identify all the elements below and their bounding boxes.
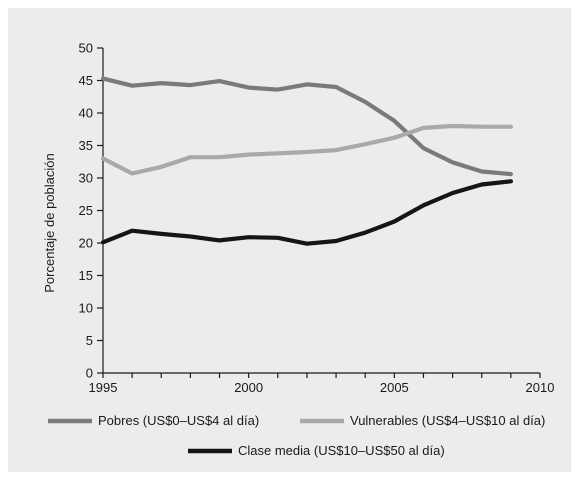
line-chart: 0 5 10 15 20 25 30 35 40 45 50 1995 2000 2005 2010 Por… bbox=[42, 41, 555, 459]
y-tick-label: 40 bbox=[79, 106, 93, 121]
legend-label-3: Clase media (US$10–US$50 al día) bbox=[238, 443, 445, 458]
y-tick-label: 0 bbox=[86, 366, 93, 381]
y-tick-label: 35 bbox=[79, 138, 93, 153]
y-axis-label: Porcentaje de población bbox=[42, 153, 57, 293]
chart-figure: 0 5 10 15 20 25 30 35 40 45 50 1995 2000 2005 2010 Por… bbox=[8, 8, 571, 472]
y-tick-label: 10 bbox=[79, 301, 93, 316]
y-tick-label: 15 bbox=[79, 268, 93, 283]
y-tick-label: 25 bbox=[79, 203, 93, 218]
legend-label-2: Vulnerables (US$4–US$10 al día) bbox=[350, 413, 545, 428]
y-tick-label: 30 bbox=[79, 171, 93, 186]
x-tick-label: 1995 bbox=[89, 380, 118, 395]
series-line-1 bbox=[100, 76, 513, 177]
y-tick-label: 5 bbox=[86, 333, 93, 348]
series-line-3 bbox=[100, 179, 513, 246]
series-line-2 bbox=[100, 123, 513, 176]
y-tick-label: 45 bbox=[79, 73, 93, 88]
legend-label-1: Pobres (US$0–US$4 al día) bbox=[98, 413, 259, 428]
x-tick-label: 2010 bbox=[526, 380, 555, 395]
y-tick-label: 50 bbox=[79, 41, 93, 56]
y-tick-label: 20 bbox=[79, 236, 93, 251]
x-tick-label: 2005 bbox=[380, 380, 409, 395]
x-tick-label: 2000 bbox=[234, 380, 263, 395]
